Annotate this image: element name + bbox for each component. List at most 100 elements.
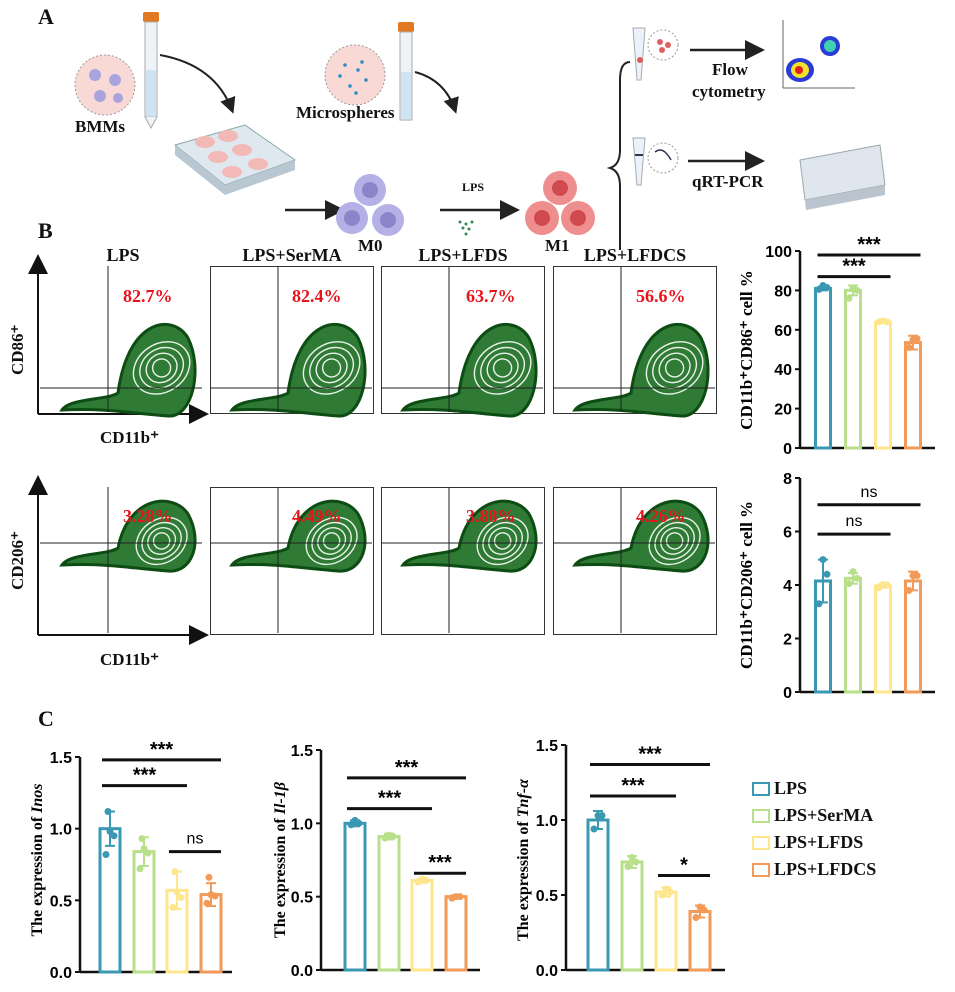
- quadrant-percent: 3.88%: [466, 506, 516, 526]
- bar: [620, 860, 644, 972]
- legend-item-lfds: LPS+LFDS: [752, 832, 863, 853]
- y-tick-label: 40: [774, 362, 792, 379]
- bar-chart-3: 0.0 0.5 1.0 1.5 The expression of Il-1β *** **…: [272, 743, 480, 980]
- y-tick-label: 4: [783, 578, 792, 595]
- contour-ring: [486, 352, 519, 384]
- data-point: [905, 344, 913, 352]
- data-point: [632, 858, 640, 866]
- flow-group-title: LPS+LFDCS: [583, 245, 687, 265]
- m0-macrophage-icon: [336, 174, 404, 236]
- legend-item-lfdcs: LPS+LFDCS: [752, 859, 876, 880]
- data-point: [104, 807, 112, 815]
- data-point: [909, 572, 917, 580]
- bar: [844, 576, 862, 694]
- legend-swatch: [752, 862, 770, 877]
- bar-chart-1: 0 2 4 6 8 CD11b⁺CD206⁺ cell % ns ns: [737, 471, 935, 702]
- bmms-label: BMMs: [75, 117, 126, 136]
- significance-label: ns: [861, 484, 878, 501]
- data-point: [909, 336, 917, 344]
- microspheres-circle-icon: [324, 44, 386, 106]
- contour-ring: [493, 532, 512, 550]
- bar: [844, 288, 862, 450]
- data-point: [879, 580, 887, 588]
- bar: [904, 341, 922, 450]
- legend-label: LPS+SerMA: [774, 805, 874, 825]
- bmms-circle-icon: [74, 54, 136, 116]
- data-point: [819, 281, 827, 289]
- quadrant-percent: 56.6%: [636, 286, 686, 306]
- y-tick-label: 20: [774, 402, 792, 419]
- contour-ring: [321, 358, 342, 378]
- y-tick-label: 0.5: [50, 893, 72, 910]
- y-axis-label-gene: Il-1β: [272, 781, 289, 815]
- flow-cytometry-label-line2: cytometry: [692, 82, 766, 101]
- flow-scatter-plot-icon: [782, 20, 855, 89]
- significance-label: *: [680, 855, 688, 877]
- legend-label: LPS: [774, 778, 808, 798]
- data-point: [351, 816, 359, 824]
- y-axis-label: CD11b⁺CD206⁺ cell %: [737, 501, 756, 669]
- significance-label: ***: [857, 234, 881, 256]
- bar: [377, 835, 401, 972]
- quadrant-percent: 3.28%: [123, 506, 173, 526]
- quadrant-percent: 82.4%: [292, 286, 342, 306]
- flow-group-title: LPS: [106, 245, 140, 265]
- y-axis-label-prefix: The expression of: [29, 813, 46, 937]
- bar: [444, 895, 468, 972]
- y-tick-label: 0.5: [536, 888, 558, 905]
- legend-label: LPS+LFDS: [774, 832, 864, 852]
- data-point: [106, 828, 114, 836]
- tube-icon: [143, 12, 159, 130]
- y-axis-label: The expression of Tnf-α: [515, 778, 532, 941]
- tube-icon: [398, 22, 414, 121]
- bar: [654, 890, 678, 972]
- bar: [586, 818, 610, 972]
- quadrant-percent: 82.7%: [123, 286, 173, 306]
- legend-swatch: [752, 781, 770, 796]
- data-point: [138, 835, 146, 843]
- bar: [410, 879, 434, 972]
- rna-tube-icon: [632, 137, 679, 186]
- contour-ring: [147, 526, 177, 555]
- contour-ring: [476, 516, 529, 566]
- y-tick-label: 0.0: [291, 963, 313, 980]
- bar: [343, 821, 367, 972]
- sample-tube-icon: [632, 27, 679, 81]
- y-tick-label: 1.0: [536, 813, 558, 830]
- legend-label: LPS+LFDCS: [774, 859, 877, 879]
- y-axis-label-prefix: The expression of: [515, 817, 532, 941]
- data-point: [849, 284, 857, 292]
- y-tick-label: 80: [774, 283, 792, 300]
- significance-label: ns: [187, 831, 204, 848]
- contour-ring: [311, 521, 352, 560]
- contour-ring: [658, 352, 691, 384]
- contour-ring: [322, 532, 341, 550]
- contour-ring: [664, 358, 685, 378]
- y-tick-label: 1.5: [291, 743, 313, 760]
- contour-ring: [665, 532, 684, 550]
- panel-label-c: C: [38, 706, 54, 731]
- y-tick-label: 1.5: [536, 738, 558, 755]
- y-axis-label: The expression of Il-1β: [272, 781, 289, 938]
- contour-ring: [492, 358, 513, 378]
- data-point: [624, 863, 632, 870]
- bar: [874, 584, 892, 694]
- flow-cytometry-label-line1: Flow: [712, 60, 748, 79]
- data-point: [140, 845, 148, 853]
- contour-ring: [488, 526, 518, 555]
- contour-ring: [151, 358, 172, 378]
- data-point: [845, 580, 853, 588]
- contour-ring: [141, 521, 182, 560]
- significance-label: ***: [395, 757, 419, 779]
- data-point: [177, 893, 185, 901]
- microspheres-label: Microspheres: [296, 103, 395, 122]
- contour-ring: [652, 346, 698, 390]
- significance-label: ***: [133, 765, 157, 787]
- data-point: [849, 568, 857, 576]
- contour-ring: [480, 346, 526, 390]
- data-point: [628, 854, 636, 861]
- y-tick-label: 60: [774, 323, 792, 340]
- y-tick-label: 0.0: [536, 963, 558, 980]
- y-axis-label-gene: Tnf-α: [515, 778, 532, 817]
